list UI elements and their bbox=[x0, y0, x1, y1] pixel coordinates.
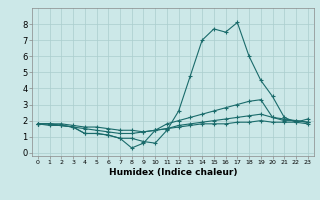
X-axis label: Humidex (Indice chaleur): Humidex (Indice chaleur) bbox=[108, 168, 237, 177]
